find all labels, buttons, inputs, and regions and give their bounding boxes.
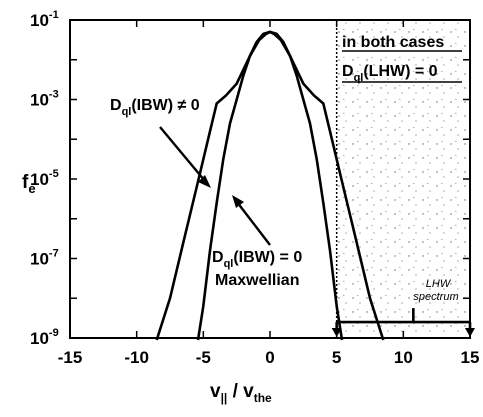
ibw-on-arrowhead [198, 175, 211, 188]
y-tick-label: 10-5 [30, 168, 59, 189]
x-axis: -15 -10 -5 0 5 10 15 [58, 20, 480, 367]
ibw-off-arrow [236, 201, 271, 246]
x-tick-label: 0 [265, 348, 274, 367]
y-tick-label: 10-9 [30, 327, 59, 348]
y-tick-label: 10-3 [30, 89, 59, 110]
lhw-label-line2: spectrum [413, 291, 458, 303]
lhw-label-line1: LHW [426, 278, 452, 290]
annotation-ibw-on: Dql(IBW) ≠ 0 [110, 97, 211, 188]
x-tick-label: -5 [196, 348, 211, 367]
ibw-off-label: Dql(IBW) = 0 [212, 249, 302, 270]
lhw-spectrum-bracket [331, 308, 475, 337]
series-maxwellian-line [196, 30, 344, 341]
x-tick-label: 10 [394, 348, 413, 367]
x-tick-label: -10 [124, 348, 149, 367]
annotation-both-cases: in both cases Dql(LHW) = 0 [342, 34, 462, 84]
lhw-bracket-arrowhead-left [331, 328, 342, 337]
ibw-on-label: Dql(IBW) ≠ 0 [110, 97, 200, 118]
lhw-shaded-region [336, 21, 470, 338]
x-tick-label: -15 [58, 348, 83, 367]
both-cases-line1: in both cases [342, 34, 444, 51]
x-axis-title: v|| / vthe [210, 381, 272, 405]
y-tick-label: 10-7 [30, 248, 59, 269]
ibw-on-arrow [159, 126, 206, 182]
x-tick-label: 5 [332, 348, 341, 367]
lhw-bracket-arrowhead-right [465, 328, 475, 337]
y-axis: 10-1 10-3 10-5 10-7 10-9 [30, 9, 470, 348]
y-tick-label: 10-1 [30, 9, 59, 30]
y-axis-title: fe [22, 172, 36, 196]
x-tick-label: 15 [461, 348, 480, 367]
ibw-off-arrowhead [232, 195, 244, 208]
annotation-ibw-off: Dql(IBW) = 0 Maxwellian [212, 195, 302, 289]
maxwellian-label: Maxwellian [215, 272, 299, 289]
both-cases-line2: Dql(LHW) = 0 [342, 63, 438, 84]
annotation-lhw-spectrum: LHW spectrum [413, 278, 458, 303]
